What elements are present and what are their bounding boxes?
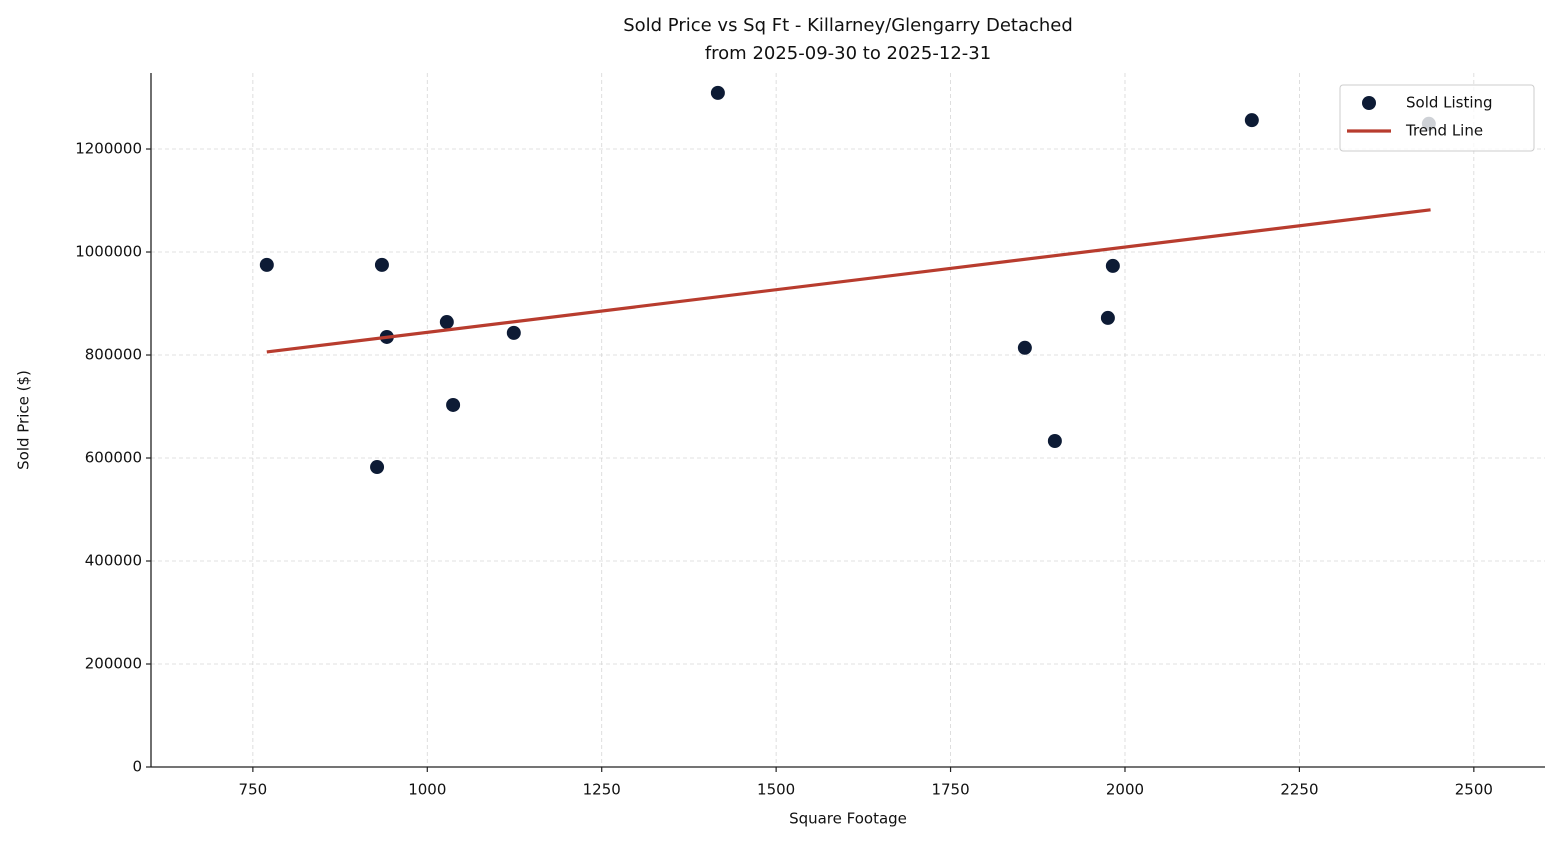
data-point	[506, 325, 521, 340]
data-point	[259, 257, 274, 272]
y-tick-label: 0	[132, 758, 142, 776]
trend-line	[266, 208, 1431, 354]
x-tick-label: 750	[239, 781, 268, 799]
x-tick-label: 2500	[1455, 781, 1493, 799]
legend-marker	[1362, 96, 1376, 110]
y-tick-label: 200000	[85, 655, 142, 673]
data-point	[710, 85, 725, 100]
x-tick-label: 2250	[1280, 781, 1318, 799]
x-tick-label: 1250	[583, 781, 621, 799]
x-tick-label: 1000	[408, 781, 446, 799]
y-tick-label: 600000	[85, 449, 142, 467]
data-point	[1105, 258, 1120, 273]
y-tick-label: 400000	[85, 552, 142, 570]
data-point	[446, 397, 461, 412]
data-point	[1047, 434, 1062, 449]
y-tick-label: 1200000	[75, 140, 142, 158]
legend-box	[1339, 84, 1535, 152]
y-axis-label: Sold Price ($)	[15, 370, 33, 470]
chart-subtitle: from 2025-09-30 to 2025-12-31	[705, 43, 991, 64]
chart-title: Sold Price vs Sq Ft - Killarney/Glengarr…	[623, 15, 1073, 36]
data-point	[370, 460, 385, 475]
data-point	[1100, 310, 1115, 325]
legend-label: Sold Listing	[1406, 94, 1493, 112]
data-point	[439, 315, 454, 330]
x-tick-label: 2000	[1106, 781, 1144, 799]
legend-label: Trend Line	[1405, 122, 1483, 140]
x-tick-label: 1750	[931, 781, 969, 799]
x-axis-label: Square Footage	[789, 810, 907, 828]
data-point	[374, 257, 389, 272]
y-tick-label: 800000	[85, 346, 142, 364]
x-tick-label: 1500	[757, 781, 795, 799]
data-point	[1017, 340, 1032, 355]
y-tick-label: 1000000	[75, 243, 142, 261]
data-point	[1244, 113, 1259, 128]
